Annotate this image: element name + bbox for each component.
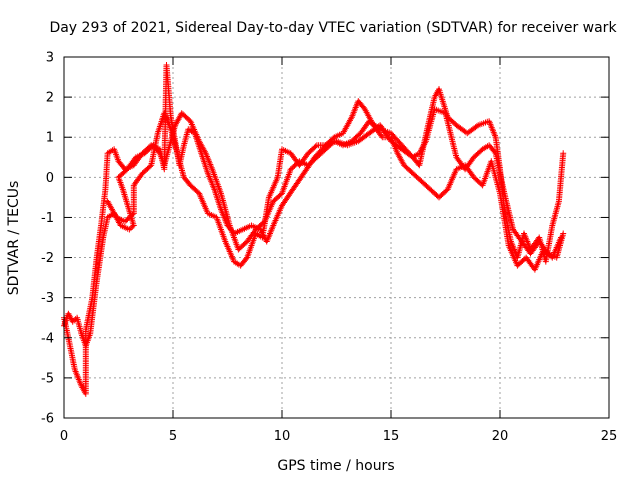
series-track-c	[104, 98, 564, 273]
series-markers	[61, 62, 567, 397]
x-tick-label: 0	[60, 429, 68, 444]
series-line	[63, 108, 564, 348]
y-tick-label: 2	[46, 91, 54, 106]
y-tick-label: -4	[41, 331, 54, 346]
y-tick-label: -5	[41, 371, 54, 386]
y-tick-label: 1	[46, 131, 54, 146]
x-tick-label: 20	[492, 429, 509, 444]
series-track-b	[61, 106, 567, 349]
y-tick-label: -1	[41, 211, 54, 226]
plus-marker-icon	[61, 106, 567, 349]
series-line	[63, 64, 564, 395]
series-markers	[104, 98, 564, 273]
x-tick-label: 25	[601, 429, 618, 444]
x-tick-label: 10	[274, 429, 291, 444]
series-layer	[61, 62, 567, 397]
y-tick-label: 3	[46, 51, 54, 66]
x-tick-label: 15	[383, 429, 400, 444]
plot-frame	[63, 56, 610, 419]
chart-title: Day 293 of 2021, Sidereal Day-to-day VTE…	[49, 20, 617, 36]
x-axis-title: GPS time / hours	[277, 458, 394, 474]
y-tick-label: -6	[41, 412, 54, 427]
plus-marker-icon	[61, 62, 567, 397]
y-tick-label: -2	[41, 251, 54, 266]
tick-layer: -6 -5 -4 -3 -2 -1 0 1 2 3 0 5 10 15 20 25	[41, 51, 617, 445]
series-track-a	[61, 62, 567, 397]
series-markers	[61, 106, 567, 349]
x-tick-label: 5	[169, 429, 177, 444]
y-tick-label: -3	[41, 291, 54, 306]
grid-layer	[64, 57, 609, 418]
y-axis-title: SDTVAR / TECUs	[6, 181, 22, 296]
y-tick-label: 0	[46, 171, 54, 186]
plus-marker-icon	[104, 98, 564, 273]
